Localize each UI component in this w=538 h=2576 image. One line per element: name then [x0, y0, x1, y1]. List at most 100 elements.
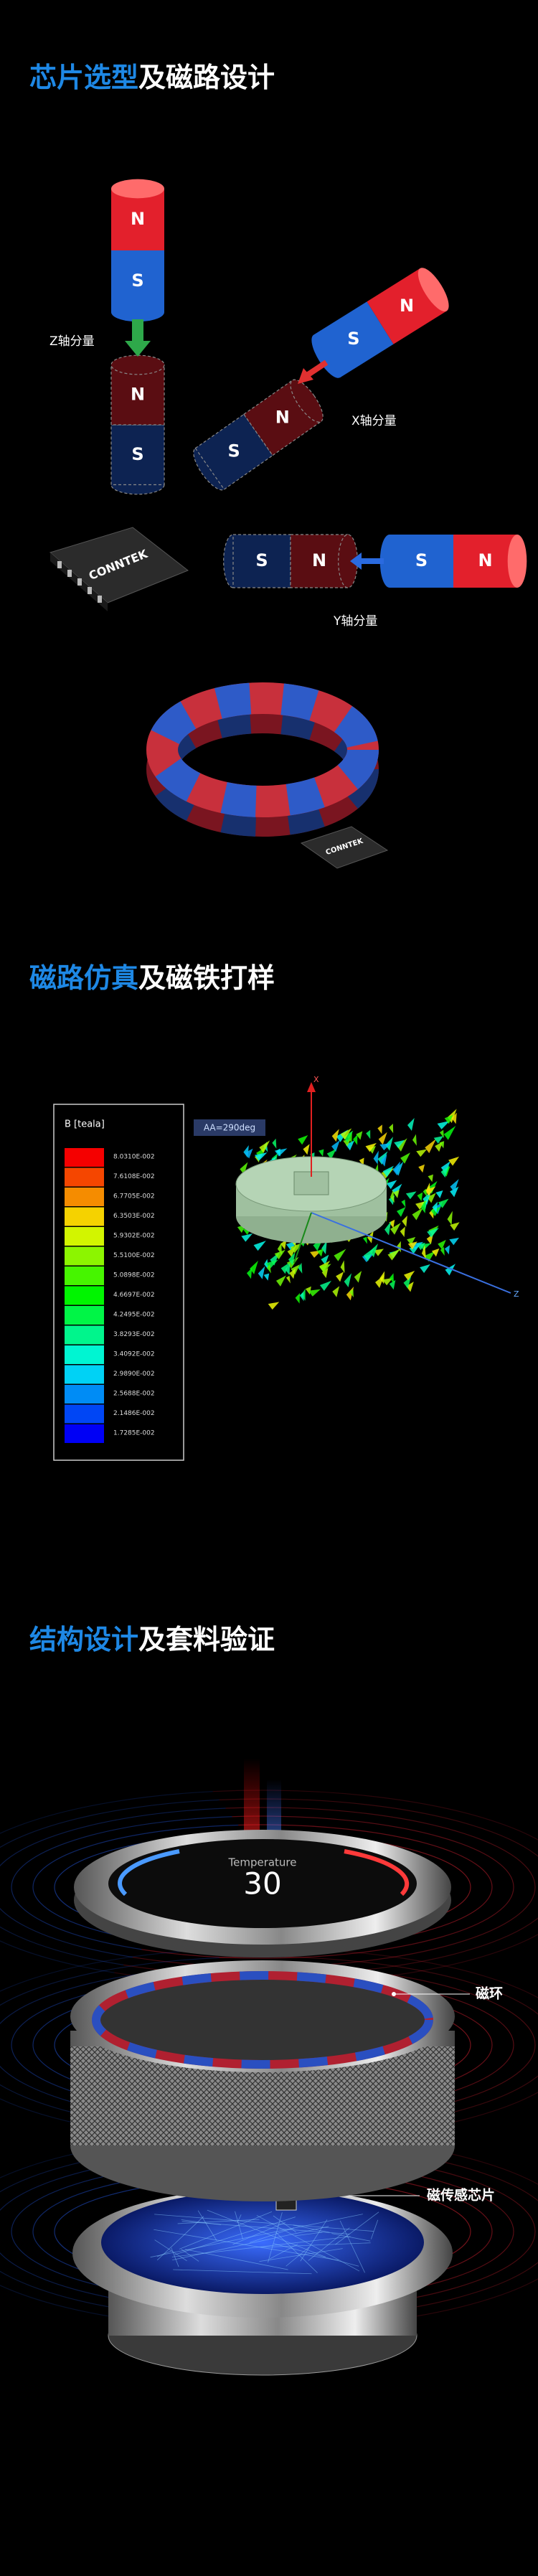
legend-value: 7.6108E-002 — [113, 1173, 155, 1180]
field-arrow — [354, 1271, 362, 1283]
title-highlight: 结构设计 — [29, 1624, 138, 1655]
field-arrow — [382, 1165, 394, 1177]
pcb-trace — [308, 2227, 350, 2261]
chip-pin — [57, 561, 62, 568]
glow-ring — [32, 1824, 493, 1950]
field-arrow — [280, 1239, 287, 1250]
field-arrow — [285, 1263, 291, 1276]
legend-swatch — [65, 1167, 104, 1187]
field-arrow — [308, 1289, 321, 1297]
legend-value: 6.3503E-002 — [113, 1213, 155, 1220]
field-arrow — [396, 1138, 407, 1152]
legend-value: 8.0310E-002 — [113, 1154, 155, 1161]
glow-ring — [11, 2160, 514, 2303]
title-rest: 及磁路设计 — [138, 62, 275, 93]
field-arrow — [420, 1264, 430, 1274]
screen — [108, 1839, 417, 1928]
pcb-trace — [150, 2214, 363, 2258]
field-arrow — [406, 1282, 414, 1292]
field-arrow — [402, 1216, 407, 1227]
pcb-trace — [177, 2219, 260, 2224]
pcb-trace — [181, 2221, 350, 2234]
field-arrow — [390, 1190, 395, 1203]
field-arrow — [343, 1139, 351, 1147]
axis-head — [307, 1082, 316, 1092]
glow-ring — [54, 2177, 471, 2286]
field-arrow — [427, 1193, 436, 1203]
field-arrow — [378, 1132, 387, 1145]
field-arrow — [362, 1236, 367, 1244]
field-arrow — [444, 1114, 453, 1124]
pcb-trace — [285, 2247, 309, 2267]
glow-ring — [11, 1973, 514, 2117]
pcb-trace — [249, 2227, 295, 2243]
field-arrow — [379, 1143, 392, 1151]
legend-value: 6.7705E-002 — [113, 1193, 155, 1200]
field-arrow — [448, 1156, 460, 1166]
field-arrow — [253, 1241, 266, 1251]
arrow-head — [298, 368, 313, 384]
field-arrow — [259, 1140, 270, 1153]
pcb-trace — [269, 2244, 298, 2260]
field-arrow — [407, 1241, 417, 1250]
legend-swatch — [65, 1404, 104, 1424]
field-arrow — [421, 1244, 426, 1259]
field-arrow — [353, 1134, 358, 1145]
glow-ring — [11, 1815, 514, 1959]
field-arrow — [298, 1135, 308, 1145]
pole-label: S — [131, 444, 143, 464]
field-arrow — [390, 1273, 395, 1284]
pcb — [101, 2191, 424, 2294]
field-arrow — [263, 1273, 270, 1281]
legend-value: 3.4092E-002 — [113, 1351, 155, 1358]
pcb-trace — [207, 2209, 326, 2257]
title-rest: 及磁铁打样 — [138, 962, 275, 994]
chip — [300, 826, 389, 869]
field-arrow — [407, 1117, 415, 1131]
pcb-trace — [235, 2211, 243, 2239]
field-arrow — [438, 1198, 449, 1208]
axis-x-label: X — [313, 1075, 319, 1084]
legend-swatch — [65, 1286, 104, 1305]
field-arrow — [439, 1141, 445, 1149]
pcb-trace — [179, 2211, 273, 2250]
glow-ring — [54, 1833, 471, 1942]
field-arrow — [245, 1148, 253, 1159]
field-arrow — [432, 1201, 438, 1213]
field-arrow — [289, 1268, 296, 1279]
screen-arc — [344, 1849, 410, 1896]
field-arrow — [340, 1260, 345, 1274]
field-arrow — [443, 1125, 456, 1140]
field-arrow — [321, 1254, 329, 1266]
simulation: B [teala] AA=290deg 8.0310E-002 7.6108E-0… — [53, 1075, 519, 1461]
axis-z-label: Z — [514, 1289, 519, 1299]
glow-ring — [54, 1990, 471, 2100]
field-arrow — [400, 1152, 410, 1164]
field-arrow — [384, 1221, 392, 1236]
legend-swatch — [65, 1246, 104, 1266]
field-arrow — [343, 1130, 354, 1143]
field-arrow — [431, 1248, 440, 1257]
field-arrow — [386, 1180, 397, 1190]
field-arrow — [298, 1262, 303, 1274]
magnet-cap — [417, 268, 449, 312]
chip-pin — [77, 578, 82, 586]
ring-top — [146, 682, 379, 817]
field-arrow — [380, 1154, 387, 1167]
field-arrow — [433, 1136, 444, 1144]
field-arrow — [288, 1251, 296, 1266]
pole-label: N — [131, 209, 145, 229]
legend-value: 2.9890E-002 — [113, 1371, 155, 1378]
field-arrow — [373, 1150, 379, 1165]
legend-swatch — [65, 1345, 104, 1364]
field-arrow — [407, 1236, 416, 1246]
field-arrow — [417, 1192, 423, 1201]
field-arrow — [418, 1164, 425, 1173]
pcb-trace — [273, 2215, 296, 2233]
glow-ring — [32, 1982, 493, 2108]
field-arrow — [258, 1266, 265, 1279]
field-arrow — [390, 1223, 401, 1235]
field-arrow — [450, 1222, 460, 1231]
